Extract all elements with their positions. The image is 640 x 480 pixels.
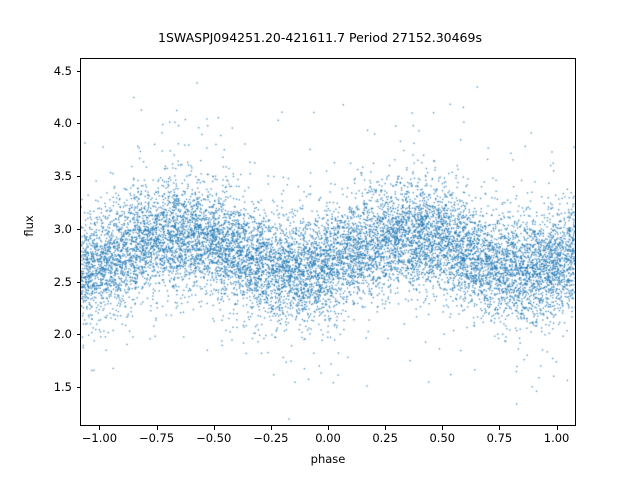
x-tick-mark [156,426,158,430]
x-tick-label: −0.50 [196,431,232,445]
y-tick-label: 3.5 [53,169,72,184]
y-tick-mark [76,123,80,125]
x-tick-label: 0.75 [486,431,513,445]
x-tick-mark [556,426,558,430]
y-tick-label: 2.5 [53,274,72,289]
x-tick-label: 0.00 [315,431,341,445]
x-tick-label: −1.00 [81,431,118,445]
x-tick-mark [385,426,387,430]
scatter-plot-canvas [81,59,575,425]
x-tick-mark [328,426,329,430]
y-tick-label: 4.5 [53,63,72,78]
y-tick-label: 3.0 [53,221,72,236]
x-tick-mark [270,426,272,430]
x-tick-mark [499,426,501,430]
x-axis-label: phase [310,452,346,466]
y-tick-mark [76,176,80,178]
x-tick-mark [213,426,215,430]
y-tick-mark [76,334,80,336]
plot-axes-area [80,58,576,426]
y-tick-label: 1.5 [53,379,72,394]
y-tick-mark [76,70,80,72]
x-tick-label: 0.25 [372,431,398,445]
x-tick-label: −0.75 [138,431,175,445]
y-tick-label: 2.0 [53,327,72,342]
y-axis-label: flux [22,215,36,237]
x-tick-mark [442,426,444,430]
x-tick-label: −0.25 [253,431,289,445]
x-tick-mark [99,426,101,430]
x-tick-label: 0.50 [429,431,456,445]
chart-title: 1SWASPJ094251.20-421611.7 Period 27152.3… [158,30,482,45]
y-tick-mark [76,386,80,388]
y-tick-mark [76,281,80,283]
x-tick-label: 1.00 [543,431,570,445]
y-tick-label: 4.0 [53,116,72,131]
y-tick-mark [76,228,80,230]
